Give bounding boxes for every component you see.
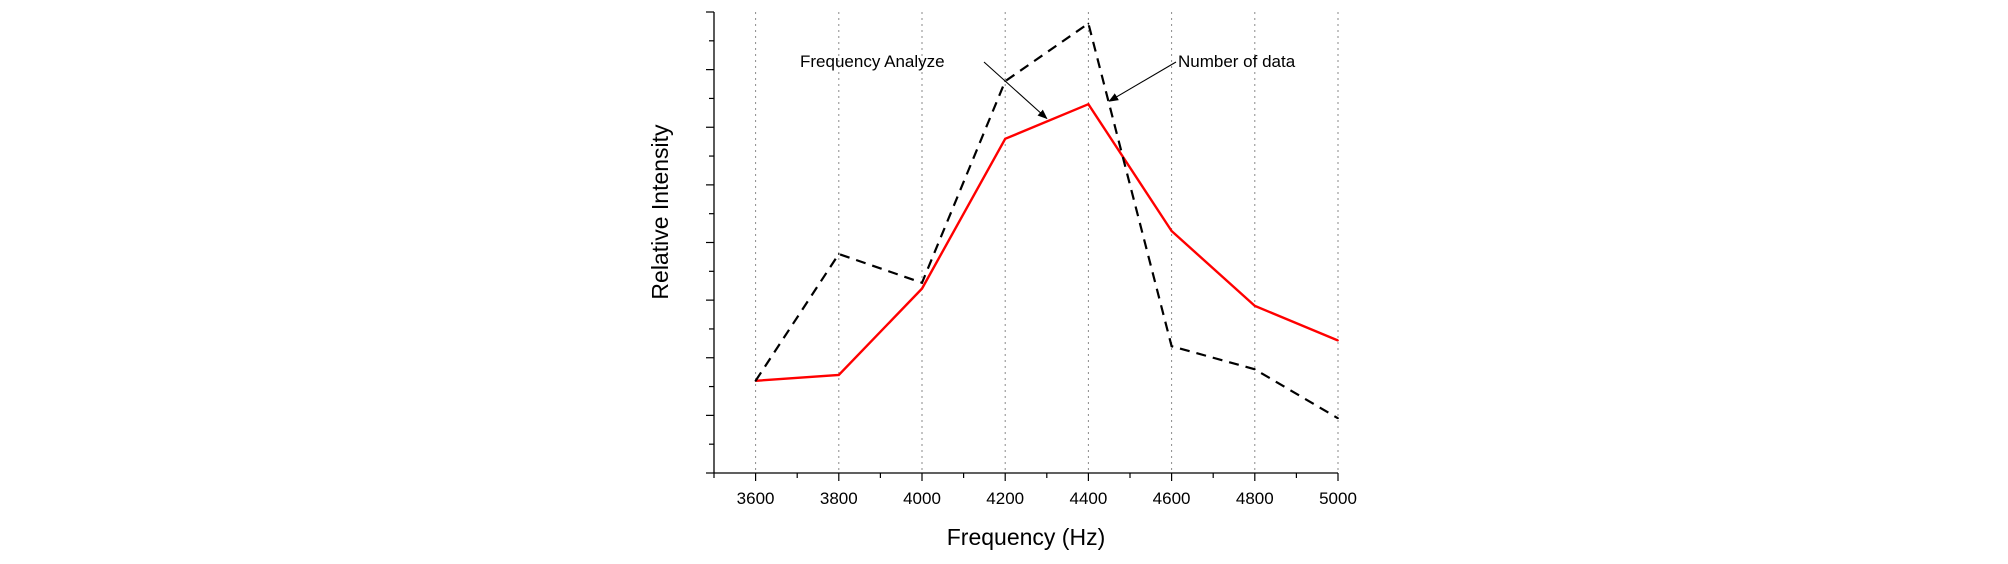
data-point [1004, 137, 1007, 140]
data-point [1087, 22, 1090, 25]
x-tick-label: 4800 [1236, 489, 1274, 508]
series-line-frequency-analyze [755, 102, 1339, 382]
x-tick-label: 4200 [986, 489, 1024, 508]
x-tick-label: 5000 [1319, 489, 1357, 508]
series-lines [754, 21, 1339, 420]
data-point [921, 287, 923, 290]
data-point [1170, 230, 1173, 232]
axes: 3600 3800 4000 4200 4400 4600 4800 5000 [706, 11, 1357, 508]
annotation-arrow [1108, 61, 1177, 102]
annotation-label: Number of data [1178, 52, 1296, 71]
x-tick-label: 4400 [1069, 489, 1107, 508]
data-point [837, 374, 840, 376]
data-point [837, 253, 840, 255]
y-axis-title: Relative Intensity [647, 124, 673, 300]
x-axis-title: Frequency (Hz) [947, 524, 1105, 550]
data-point [1337, 417, 1339, 420]
x-tick-label: 3800 [820, 489, 858, 508]
data-point [1253, 368, 1256, 371]
x-tick-label: 3600 [737, 489, 775, 508]
annotations: Frequency Analyze Number of data [800, 52, 1296, 120]
annotation-arrow [983, 61, 1048, 120]
x-tick-label: 4600 [1153, 489, 1191, 508]
data-point [754, 379, 757, 382]
data-point [921, 281, 923, 284]
grid-lines [755, 12, 1339, 473]
data-point [1253, 304, 1256, 307]
x-tick-label: 4000 [903, 489, 941, 508]
data-point [1170, 345, 1173, 348]
data-point [1087, 103, 1090, 106]
series-line-number-of-data [754, 21, 1339, 420]
data-point [1337, 339, 1339, 342]
annotation-label: Frequency Analyze [800, 52, 945, 71]
